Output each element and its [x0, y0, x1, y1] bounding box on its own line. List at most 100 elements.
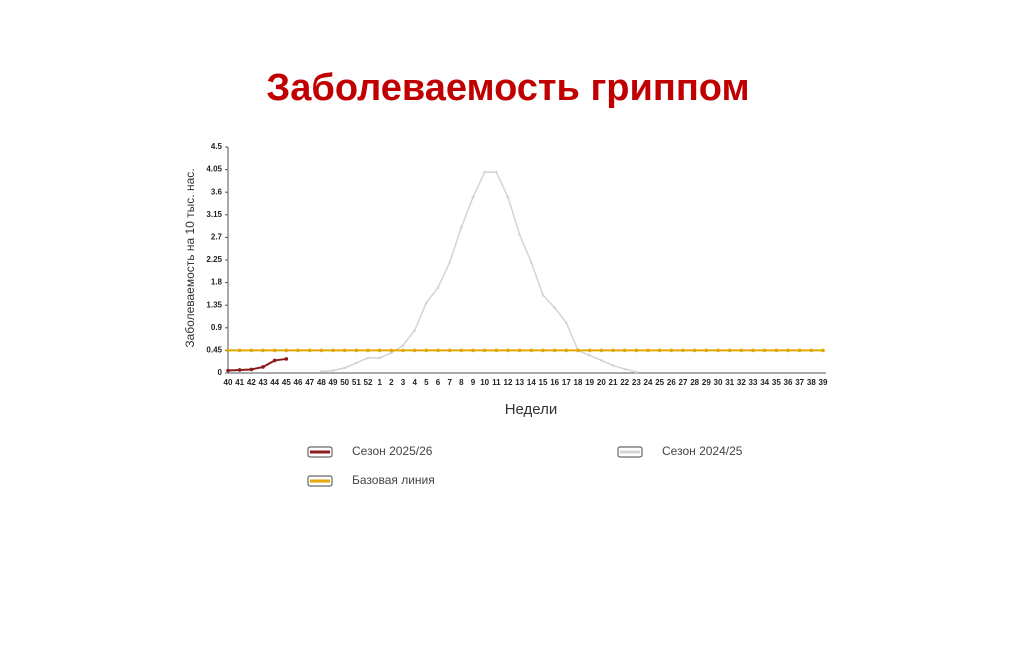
- series-point: [587, 348, 592, 353]
- series-point: [588, 354, 591, 357]
- x-tick-label: 10: [480, 378, 489, 387]
- series-point: [237, 368, 242, 372]
- series-point: [272, 358, 277, 363]
- x-tick-label: 6: [436, 378, 441, 387]
- series-point: [576, 348, 580, 353]
- series-point: [354, 348, 359, 353]
- series-point: [821, 348, 825, 353]
- series-point: [319, 348, 324, 353]
- series-point: [517, 348, 522, 353]
- series-point: [483, 170, 486, 174]
- x-tick-label: 23: [632, 378, 641, 387]
- legend-label: Базовая линия: [352, 473, 435, 487]
- chart-title: Заболеваемость гриппом: [266, 67, 749, 109]
- x-tick-label: 38: [807, 378, 816, 387]
- x-tick-label: 29: [702, 378, 711, 387]
- series-point: [541, 293, 545, 297]
- series-point: [226, 348, 230, 353]
- series-point: [331, 369, 335, 372]
- series-point: [495, 170, 498, 174]
- series-point: [471, 195, 475, 199]
- series-point: [530, 261, 533, 264]
- x-tick-label: 25: [655, 378, 664, 387]
- x-tick-label: 15: [539, 378, 548, 387]
- y-tick-label: 0.9: [211, 323, 223, 332]
- series-point: [565, 321, 568, 325]
- series-point: [448, 261, 451, 264]
- series-point: [541, 348, 545, 353]
- series-point: [412, 348, 417, 353]
- y-tick-label: 4.5: [211, 142, 223, 151]
- x-tick-label: 27: [679, 378, 688, 387]
- series-point: [623, 367, 626, 371]
- x-tick-label: 11: [492, 378, 501, 387]
- series-point: [459, 348, 464, 353]
- series-point: [727, 348, 732, 353]
- x-tick-label: 49: [329, 378, 338, 387]
- series-point: [237, 348, 242, 353]
- series-point: [494, 348, 499, 353]
- x-tick-label: 14: [527, 378, 536, 387]
- x-tick-label: 19: [585, 378, 594, 387]
- series-point: [716, 348, 720, 353]
- series-point: [611, 364, 615, 367]
- series-point: [471, 348, 475, 353]
- series-point: [366, 348, 370, 353]
- series-point: [646, 348, 650, 353]
- series-point: [425, 301, 428, 304]
- x-tick-label: 21: [609, 378, 618, 387]
- y-tick-label: 1.35: [206, 300, 222, 309]
- series-point: [261, 348, 265, 353]
- series-point: [307, 348, 312, 353]
- x-tick-label: 28: [690, 378, 699, 387]
- series-point: [249, 367, 254, 372]
- x-tick-label: 47: [305, 378, 314, 387]
- y-tick-label: 0: [218, 368, 223, 377]
- x-tick-label: 32: [737, 378, 746, 387]
- x-tick-label: 17: [562, 378, 571, 387]
- x-tick-label: 51: [352, 378, 361, 387]
- x-tick-label: 13: [515, 378, 524, 387]
- y-tick-label: 3.15: [206, 210, 222, 219]
- x-tick-label: 44: [270, 378, 279, 387]
- series-point: [809, 348, 814, 353]
- x-tick-label: 43: [259, 378, 268, 387]
- series-point: [390, 351, 393, 355]
- x-tick-label: 46: [294, 378, 303, 387]
- y-tick-label: 1.8: [211, 278, 223, 287]
- series-point: [553, 306, 556, 310]
- x-tick-label: 31: [725, 378, 734, 387]
- x-tick-label: 36: [784, 378, 793, 387]
- series-point: [366, 356, 370, 360]
- x-tick-label: 33: [749, 378, 758, 387]
- series-point: [436, 286, 440, 289]
- series-point: [692, 348, 697, 353]
- series-point: [669, 348, 674, 353]
- series-point: [296, 348, 300, 353]
- series-point: [552, 348, 557, 353]
- series-point: [657, 348, 662, 353]
- series-point: [704, 348, 709, 353]
- x-tick-label: 22: [620, 378, 629, 387]
- y-axis-label: Заболеваемость на 10 тыс. нас.: [183, 168, 197, 347]
- x-tick-label: 1: [377, 378, 382, 387]
- series-point: [635, 370, 638, 374]
- x-tick-label: 9: [471, 378, 476, 387]
- x-tick-label: 35: [772, 378, 781, 387]
- series-line: [321, 171, 637, 373]
- series-point: [249, 348, 254, 353]
- x-tick-label: 30: [714, 378, 723, 387]
- series-point: [331, 348, 335, 353]
- series-point: [506, 195, 510, 199]
- series-point: [377, 348, 382, 353]
- series-point: [564, 348, 569, 353]
- x-tick-label: 37: [795, 378, 804, 387]
- series-point: [762, 348, 767, 353]
- series-point: [482, 348, 487, 353]
- series-point: [389, 348, 394, 353]
- series-point: [261, 365, 265, 369]
- x-tick-label: 40: [224, 378, 233, 387]
- series-point: [401, 344, 405, 347]
- series-point: [413, 329, 416, 332]
